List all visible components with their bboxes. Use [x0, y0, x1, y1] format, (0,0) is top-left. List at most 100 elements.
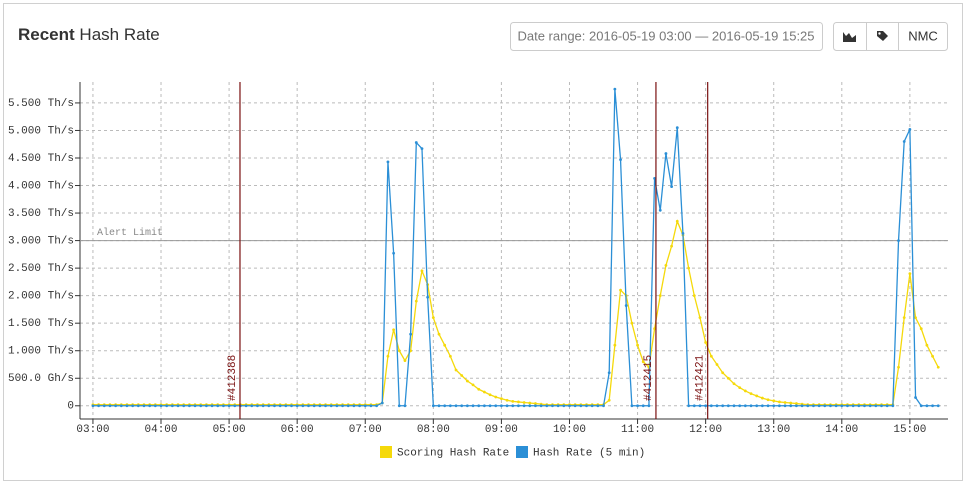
series-point: [517, 404, 520, 408]
series-point: [726, 404, 730, 408]
date-range-box[interactable]: [510, 22, 823, 51]
series-point: [454, 404, 458, 408]
series-point: [295, 404, 299, 408]
series-point: [119, 404, 123, 408]
series-point: [721, 371, 725, 375]
series-point: [165, 404, 169, 408]
series-point: [636, 404, 639, 408]
series-point: [613, 343, 617, 347]
series-point: [511, 399, 515, 403]
x-tick-label: 12:00: [689, 424, 722, 436]
series-point: [664, 263, 668, 267]
x-tick-label: 08:00: [417, 424, 450, 436]
series-point: [624, 304, 628, 307]
block-marker-label: #412415: [643, 355, 655, 401]
series-point: [715, 404, 719, 408]
series-point: [670, 185, 674, 189]
series-point: [392, 251, 396, 255]
series-point: [420, 269, 424, 273]
series-point: [619, 288, 622, 292]
y-tick-label: 3.500 Th/s: [8, 208, 74, 220]
y-tick-label: 0: [67, 401, 74, 413]
plot: 0 500.0 Gh/s 1.000 Th/s 1.500 Th/s 2.000 Th/…: [8, 82, 948, 459]
series-point: [914, 316, 917, 320]
x-tick-label: 04:00: [145, 424, 178, 436]
series-point: [431, 316, 435, 320]
series-point: [709, 404, 713, 408]
x-tick-label: 07:00: [349, 424, 382, 436]
y-tick-label: 5.500 Th/s: [8, 98, 74, 110]
legend-swatch: [380, 446, 392, 458]
series-point: [500, 404, 503, 408]
series-point: [726, 376, 730, 380]
series-point: [777, 400, 781, 404]
series-point: [244, 404, 248, 408]
series-point: [795, 404, 798, 408]
series-point: [437, 404, 441, 408]
series-point: [658, 294, 662, 298]
block-marker-label: #412421: [695, 354, 707, 401]
series-point: [148, 404, 152, 408]
series-point: [199, 404, 203, 408]
series-point: [460, 404, 464, 408]
button-group[interactable]: NMC: [833, 22, 948, 51]
series-point: [482, 390, 486, 394]
series-point: [136, 404, 140, 408]
series-point: [494, 395, 498, 399]
series-point: [511, 404, 515, 408]
series-point: [766, 398, 770, 402]
series-point: [829, 404, 832, 408]
series-point: [891, 404, 895, 408]
button-group-box[interactable]: [833, 22, 948, 51]
series-point: [641, 404, 645, 408]
series-point: [738, 404, 742, 408]
series-point: [522, 404, 526, 408]
series-point: [902, 140, 906, 143]
series-point: [443, 343, 447, 347]
series-point: [732, 404, 736, 408]
series-point: [766, 404, 770, 408]
series-point: [460, 374, 464, 377]
series-point: [539, 404, 543, 408]
date-range-text[interactable]: Date range: 2016-05-19 03:00 — 2016-05-1…: [517, 28, 814, 43]
title-bold: Recent: [18, 25, 75, 44]
series-point: [556, 404, 560, 408]
series-point: [437, 332, 441, 336]
series-point: [675, 219, 679, 223]
series-point: [102, 404, 106, 408]
series-point: [698, 316, 702, 320]
series-point: [823, 404, 827, 408]
series-point: [482, 404, 486, 408]
series-point: [885, 404, 889, 408]
series-point: [420, 147, 424, 151]
series-point: [857, 404, 861, 408]
series-point: [936, 404, 940, 408]
series-point: [534, 402, 537, 405]
series-point: [613, 87, 617, 91]
series-point: [380, 401, 384, 405]
series-point: [346, 404, 350, 408]
y-tick-label: 1.000 Th/s: [8, 346, 74, 358]
alert-label: Alert Limit: [97, 227, 163, 239]
nmc-button[interactable]: NMC: [908, 28, 938, 43]
series-point: [675, 126, 679, 130]
series-point: [619, 158, 622, 162]
series-point: [443, 404, 447, 408]
series-point: [585, 404, 588, 408]
y-tick-label: 2.500 Th/s: [8, 263, 74, 275]
series-point: [494, 404, 498, 408]
area-chart-icon[interactable]: [843, 32, 856, 42]
y-tick-label: 1.500 Th/s: [8, 318, 74, 330]
series-point: [630, 321, 634, 325]
series-point: [386, 354, 390, 358]
date-range[interactable]: Date range: 2016-05-19 03:00 — 2016-05-1…: [510, 22, 823, 51]
series-point: [426, 295, 430, 299]
series-point: [687, 404, 691, 408]
series-point: [284, 404, 288, 408]
series-point: [250, 404, 254, 408]
series-point: [698, 404, 702, 408]
series-point: [505, 404, 509, 408]
series-point: [755, 394, 759, 398]
series-point: [670, 244, 674, 248]
